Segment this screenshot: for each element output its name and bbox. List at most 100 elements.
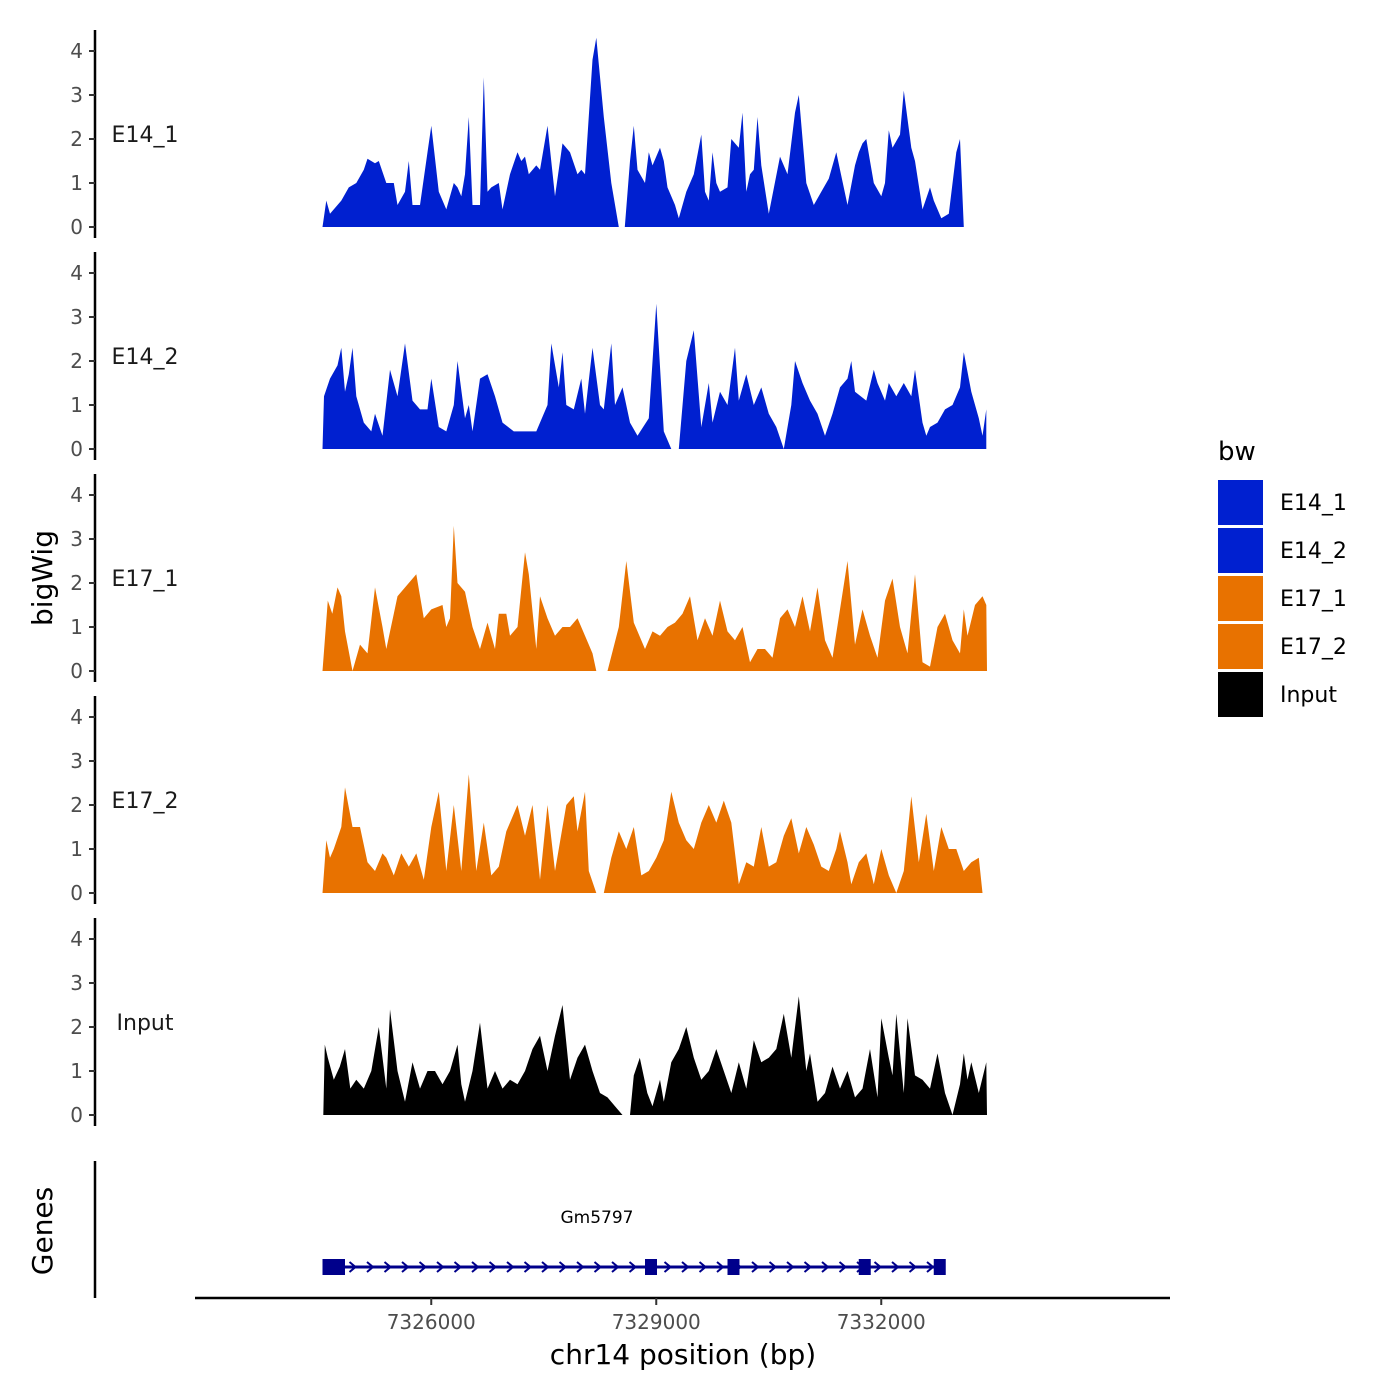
y-tick-label: 1 xyxy=(70,1059,83,1083)
legend-swatch-E17_2 xyxy=(1218,624,1263,669)
exon xyxy=(933,1259,946,1275)
y-tick-label: 4 xyxy=(70,483,83,507)
strand-arrow xyxy=(523,1261,533,1273)
coverage-area-E14_1 xyxy=(322,37,964,227)
strand-arrow xyxy=(383,1261,393,1273)
x-tick-label: 7332000 xyxy=(837,1310,926,1334)
y-tick-label: 2 xyxy=(70,1015,83,1039)
track-label: E14_2 xyxy=(112,345,179,370)
strand-arrow xyxy=(628,1261,638,1273)
y-tick-label: 0 xyxy=(70,881,83,905)
y-tick-label: 1 xyxy=(70,837,83,861)
strand-arrow xyxy=(541,1261,550,1273)
strand-arrow xyxy=(558,1261,568,1273)
strand-arrow xyxy=(821,1261,830,1273)
y-tick-label: 1 xyxy=(70,171,83,195)
strand-arrow xyxy=(786,1261,795,1273)
legend-title: bw xyxy=(1218,437,1256,467)
gene-name-label: Gm5797 xyxy=(561,1208,634,1228)
legend-label-E14_2: E14_2 xyxy=(1280,539,1347,564)
gene-Gm5797: Gm5797 xyxy=(322,1208,946,1275)
strand-arrow xyxy=(506,1261,515,1273)
track-E17_2: 0 1 2 3 4 E17_2 xyxy=(70,696,983,905)
y-tick-label: 2 xyxy=(70,793,83,817)
legend-swatch-E17_1 xyxy=(1218,576,1263,621)
genes-axis-title: Genes xyxy=(26,1187,59,1275)
legend-swatch-Input xyxy=(1218,672,1263,717)
track-E14_1: 0 1 2 3 4 E14_1 xyxy=(70,30,964,239)
y-tick-label: 2 xyxy=(70,571,83,595)
track-E14_2: 0 1 2 3 4 E14_2 xyxy=(70,252,987,461)
coverage-area-E17_1 xyxy=(322,525,987,671)
track-Input: 0 1 2 3 4 Input xyxy=(70,918,987,1127)
track-label: E17_2 xyxy=(112,789,179,814)
track-label: E14_1 xyxy=(112,123,179,148)
strand-arrow xyxy=(803,1261,813,1273)
legend-swatch-E14_2 xyxy=(1218,528,1263,573)
x-axis-title: chr14 position (bp) xyxy=(550,1338,816,1371)
strand-arrow xyxy=(471,1261,480,1273)
y-tick-label: 4 xyxy=(70,705,83,729)
y-tick-label: 3 xyxy=(70,83,83,107)
y-tick-label: 1 xyxy=(70,393,83,417)
y-tick-label: 0 xyxy=(70,1103,83,1127)
track-label: E17_1 xyxy=(112,567,179,592)
legend-label-E14_1: E14_1 xyxy=(1280,491,1347,516)
legend: bw E14_1 E14_2 E17_1 E17_2 Input xyxy=(1218,437,1347,717)
strand-arrow xyxy=(681,1261,690,1273)
y-tick-label: 4 xyxy=(70,39,83,63)
strand-arrow xyxy=(838,1261,848,1273)
strand-arrow xyxy=(436,1261,445,1273)
strand-arrow xyxy=(453,1261,463,1273)
y-tick-label: 2 xyxy=(70,127,83,151)
y-tick-label: 3 xyxy=(70,527,83,551)
x-tick-label: 7329000 xyxy=(612,1310,701,1334)
strand-arrow xyxy=(488,1261,498,1273)
exon xyxy=(858,1259,871,1275)
strand-arrow xyxy=(663,1261,673,1273)
strand-arrow xyxy=(698,1261,708,1273)
strand-arrow xyxy=(908,1261,918,1273)
y-tick-label: 0 xyxy=(70,437,83,461)
strand-arrow xyxy=(366,1261,375,1273)
exon xyxy=(727,1259,740,1275)
y-tick-label: 3 xyxy=(70,305,83,329)
strand-arrow xyxy=(593,1261,603,1273)
strand-arrow xyxy=(716,1261,725,1273)
legend-label-Input: Input xyxy=(1280,683,1337,708)
coverage-tracks: 0 1 2 3 4 E14_1 0 1 2 3 4 E14_2 0 1 2 3 4 E17_1 0 1 2 3 4 E17_2… xyxy=(70,30,987,1127)
coverage-area-Input xyxy=(323,996,987,1115)
legend-label-E17_1: E17_1 xyxy=(1280,587,1347,612)
y-tick-label: 4 xyxy=(70,261,83,285)
strand-arrow xyxy=(891,1261,900,1273)
strand-arrow xyxy=(873,1261,883,1273)
strand-arrow xyxy=(768,1261,778,1273)
gene-annotation-panel: Gm5797 xyxy=(93,1161,946,1298)
track-E17_1: 0 1 2 3 4 E17_1 xyxy=(70,474,987,683)
x-axis: 7326000 7329000 7332000 xyxy=(195,1296,1170,1334)
strand-arrow xyxy=(348,1261,358,1273)
x-tick-label: 7326000 xyxy=(387,1310,476,1334)
coverage-area-E14_2 xyxy=(322,303,987,449)
y-axis-title: bigWig xyxy=(26,530,59,626)
strand-arrow xyxy=(611,1261,620,1273)
y-tick-label: 3 xyxy=(70,749,83,773)
y-tick-label: 0 xyxy=(70,215,83,239)
strand-arrow xyxy=(418,1261,428,1273)
strand-arrow xyxy=(576,1261,585,1273)
y-tick-label: 1 xyxy=(70,615,83,639)
legend-label-E17_2: E17_2 xyxy=(1280,635,1347,660)
coverage-area-E17_2 xyxy=(322,774,983,893)
strand-arrow xyxy=(401,1261,410,1273)
exon xyxy=(322,1259,345,1275)
y-tick-label: 0 xyxy=(70,659,83,683)
y-tick-label: 3 xyxy=(70,971,83,995)
strand-arrow xyxy=(751,1261,760,1273)
y-tick-label: 2 xyxy=(70,349,83,373)
exon xyxy=(645,1259,657,1275)
y-tick-label: 4 xyxy=(70,927,83,951)
strand-arrow xyxy=(926,1261,935,1273)
track-label: Input xyxy=(117,1011,174,1036)
legend-swatch-E14_1 xyxy=(1218,480,1263,525)
